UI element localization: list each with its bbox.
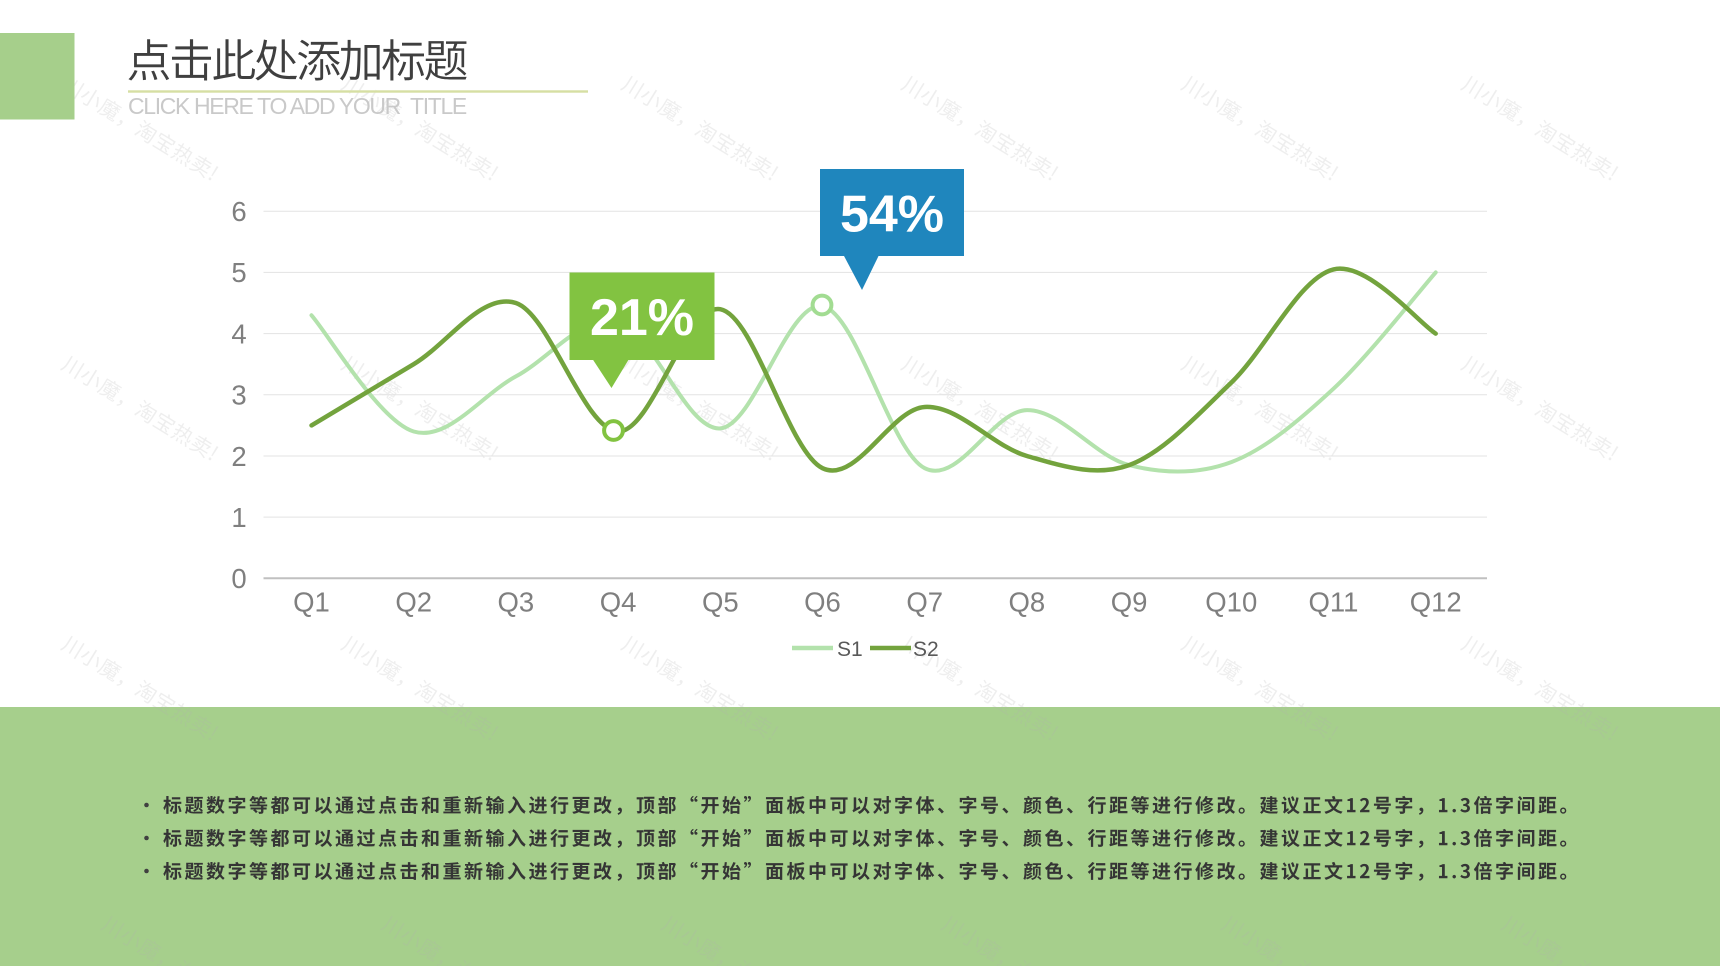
svg-text:54%: 54% [840,186,944,244]
svg-text:21%: 21% [590,289,694,347]
svg-text:Q9: Q9 [1111,587,1148,618]
svg-text:Q3: Q3 [498,587,535,618]
svg-text:S1: S1 [837,638,863,661]
svg-text:Q10: Q10 [1205,587,1257,618]
svg-text:Q5: Q5 [702,587,739,618]
svg-text:Q4: Q4 [600,587,637,618]
svg-text:Q7: Q7 [906,587,943,618]
svg-text:Q12: Q12 [1410,587,1462,618]
svg-text:0: 0 [231,563,246,594]
svg-text:Q8: Q8 [1009,587,1046,618]
svg-text:4: 4 [231,318,246,349]
svg-text:6: 6 [231,196,246,227]
svg-text:3: 3 [231,380,246,411]
svg-text:Q2: Q2 [395,587,432,618]
svg-text:Q1: Q1 [293,587,330,618]
svg-text:S2: S2 [913,638,939,661]
svg-text:1: 1 [231,502,246,533]
svg-text:2: 2 [231,441,246,472]
svg-text:Q6: Q6 [804,587,841,618]
svg-text:5: 5 [231,257,246,288]
svg-text:Q11: Q11 [1309,587,1359,618]
